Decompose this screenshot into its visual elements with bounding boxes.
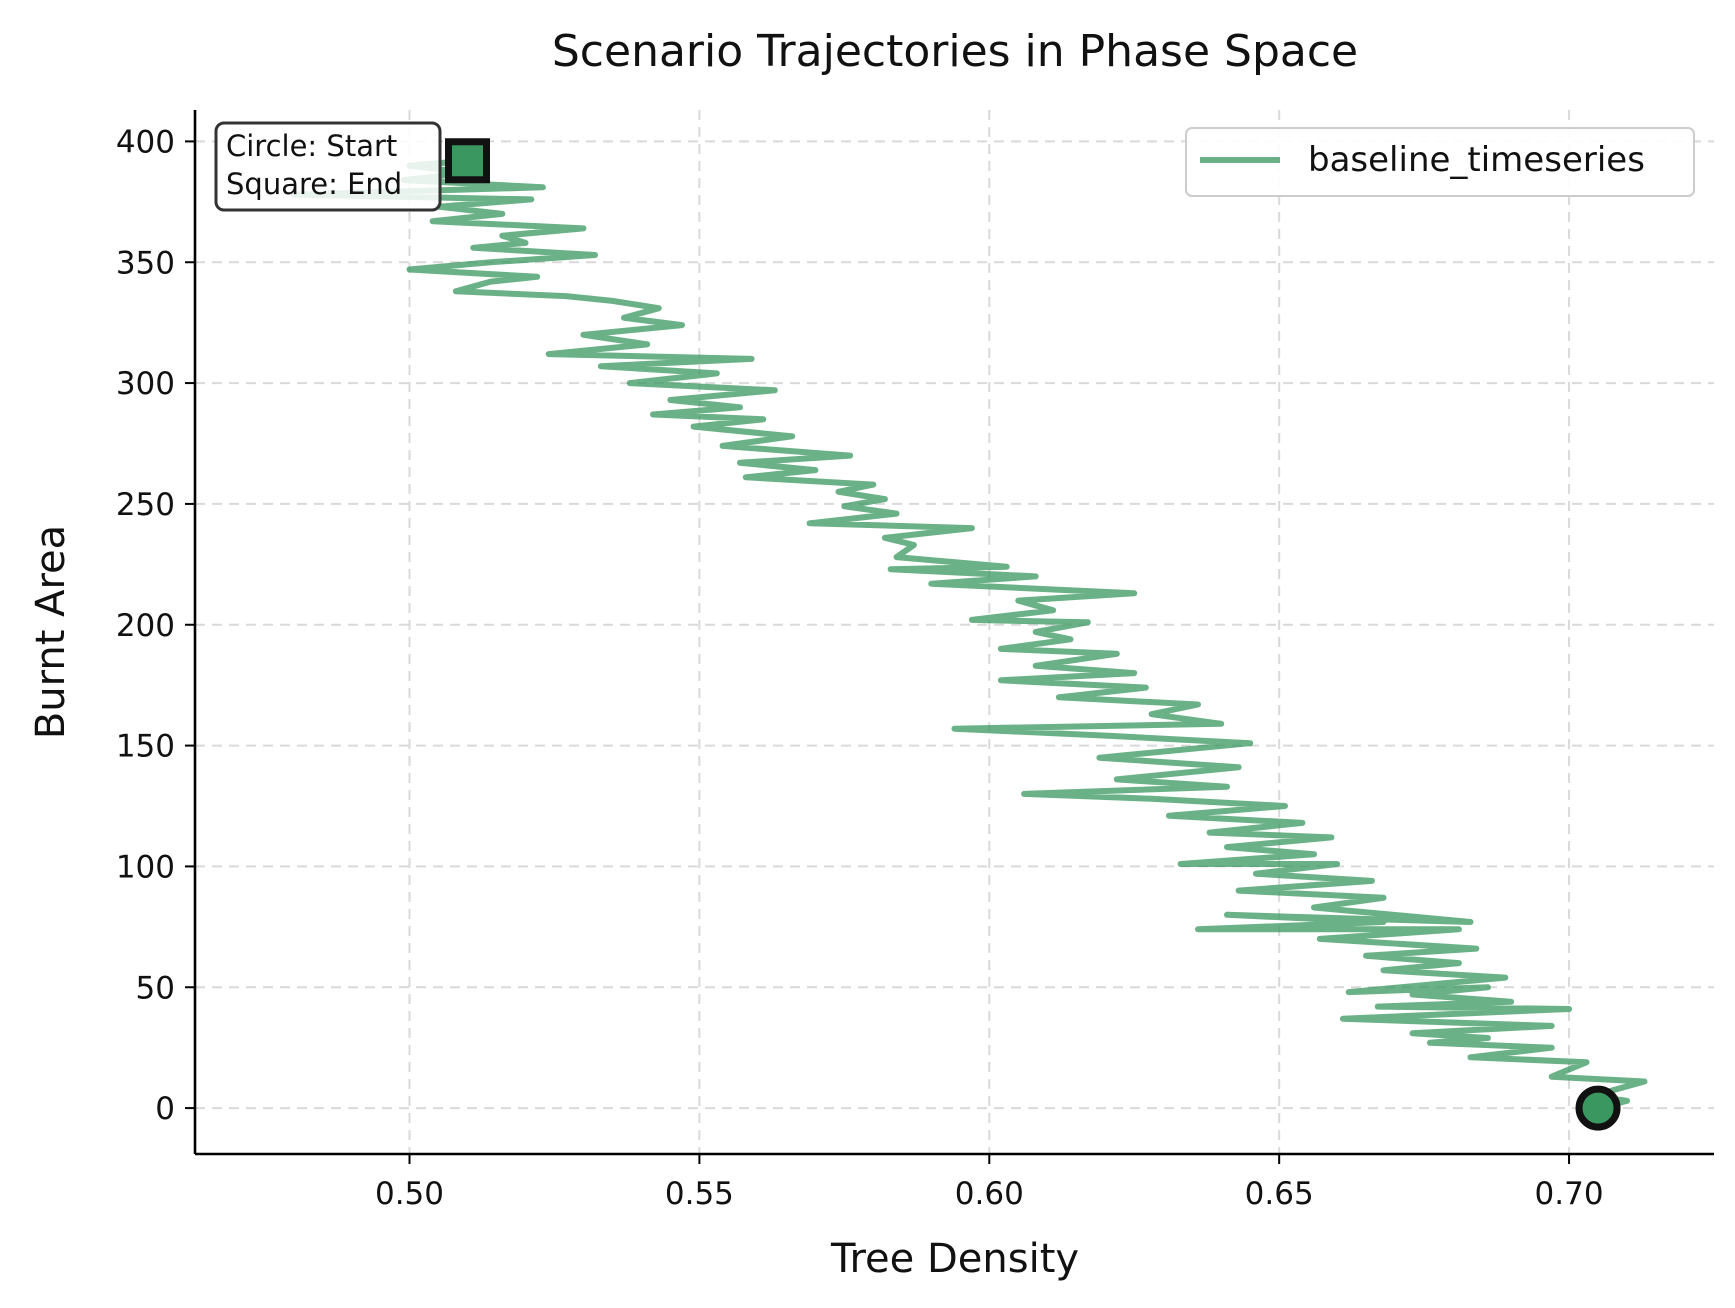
marker-note: Circle: Start Square: End [214,121,442,212]
y-tick-label: 250 [116,487,175,523]
x-tick-label: 0.50 [375,1176,444,1212]
chart-title: Scenario Trajectories in Phase Space [552,26,1358,77]
y-tick-label: 400 [116,124,175,160]
y-tick-label: 300 [116,366,175,402]
legend-box [1185,127,1695,197]
start-marker [1575,1085,1621,1131]
x-tick-label: 0.55 [665,1176,734,1212]
y-tick-label: 200 [116,608,175,644]
end-marker [444,138,490,184]
marker-note-end: Square: End [226,167,402,201]
y-axis-label: Burnt Area [28,525,74,739]
x-axis-label: Tree Density [830,1236,1079,1282]
marker-note-box [214,121,442,212]
plot-area [290,138,1648,1131]
x-tick-label: 0.60 [955,1176,1024,1212]
marker-note-start: Circle: Start [226,129,397,163]
x-tick-label: 0.70 [1535,1176,1604,1212]
y-tick-label: 350 [116,245,175,281]
axis-ticks: 0.50 0.55 0.60 0.65 0.70 0 50 100 150 200 250 300 35… [116,124,1604,1212]
legend: baseline_timeseries [1185,127,1695,197]
legend-label: baseline_timeseries [1308,140,1645,180]
axes [193,110,1714,1156]
x-tick-label: 0.65 [1245,1176,1314,1212]
y-tick-label: 50 [136,970,175,1006]
trajectory-line [290,157,1648,1112]
y-tick-label: 150 [116,729,175,765]
y-tick-label: 0 [155,1091,175,1127]
y-tick-label: 100 [116,849,175,885]
